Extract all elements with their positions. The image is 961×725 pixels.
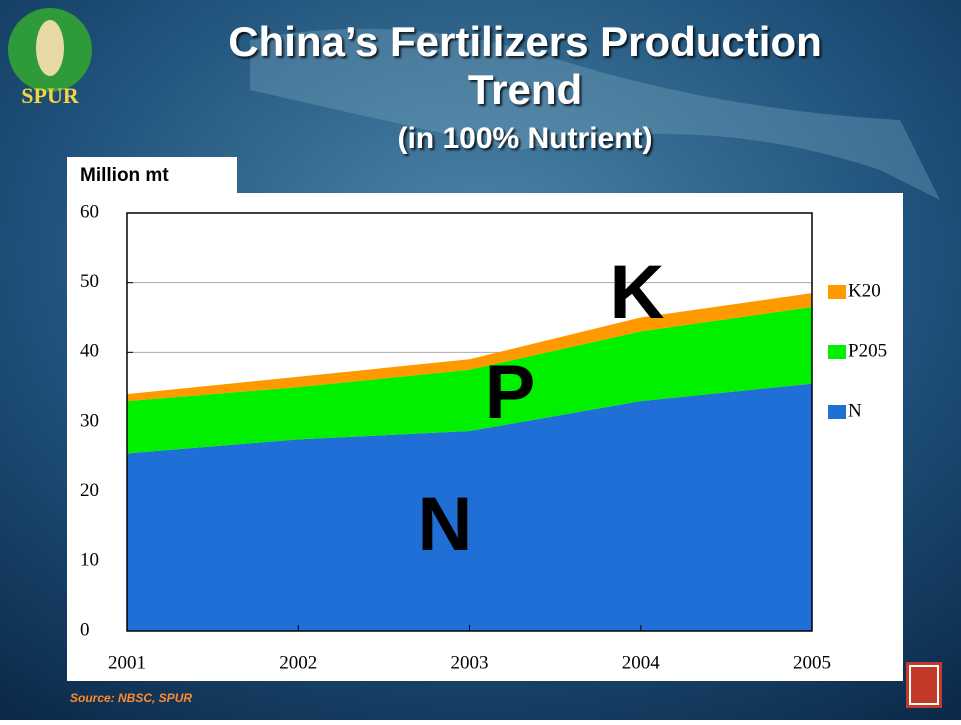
annotation: N (418, 482, 473, 567)
x-tick-label: 2005 (793, 652, 831, 673)
y-tick-label: 0 (80, 619, 90, 640)
chart-subtitle: (in 100% Nutrient) (397, 122, 652, 155)
map-shape (250, 28, 940, 200)
legend-label: N (848, 400, 862, 421)
source: Source: NBSC, SPUR (70, 691, 192, 705)
area (127, 293, 812, 402)
y-tick-label: 60 (80, 201, 99, 222)
y-tick-label: 20 (80, 480, 99, 501)
x-tick-label: 2003 (451, 652, 489, 673)
logo-leaf (36, 20, 64, 76)
x-tick-label: 2001 (108, 652, 146, 673)
plot-border (126, 212, 813, 632)
y-axis-label: Million mt (80, 165, 169, 186)
annotation: K (610, 250, 665, 335)
seal-border (909, 665, 939, 705)
x-tick-label: 2004 (622, 652, 661, 673)
y-tick-label: 10 (80, 550, 99, 571)
area (127, 307, 812, 454)
y-tick-label: 50 (80, 271, 99, 292)
chart-title: China’s Fertilizers Production Trend (228, 18, 822, 113)
area (127, 383, 812, 631)
seal (906, 662, 942, 708)
legend-label: K20 (848, 280, 881, 301)
legend-swatch (828, 405, 846, 419)
legend-swatch (828, 285, 846, 299)
y-tick-label: 30 (80, 410, 99, 431)
y-tick-label: 40 (80, 341, 99, 362)
x-tick-label: 2002 (279, 652, 317, 673)
annotation: P (485, 350, 536, 435)
label-box (67, 157, 237, 197)
legend-swatch (828, 345, 846, 359)
logo-text: SPUR (21, 83, 80, 108)
legend-label: P205 (848, 340, 887, 361)
